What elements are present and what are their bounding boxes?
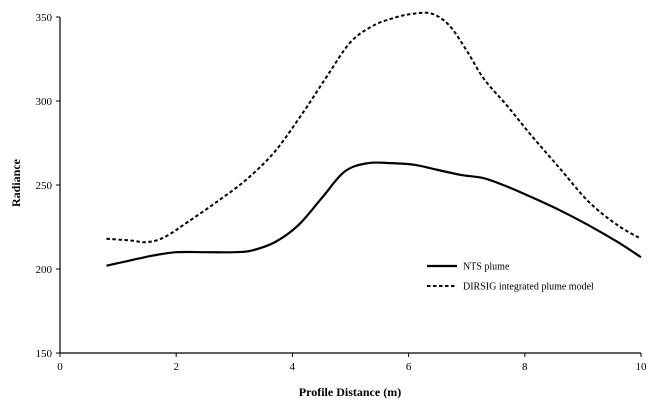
series-line-nts [106,161,642,267]
y-tick-label: 350 [36,12,53,24]
x-tick-label: 0 [57,361,63,373]
legend: NTS plume DIRSIG integrated plume model [427,262,594,293]
x-tick-label: 8 [522,361,528,373]
y-axis-title: Radiance [9,158,23,207]
x-tick-label: 4 [290,361,296,373]
legend-label: NTS plume [463,262,510,273]
legend-label: DIRSIG integrated plume model [463,282,594,293]
y-tick-label: 300 [36,96,53,108]
y-tick-label: 150 [36,348,53,360]
axes [59,17,641,354]
series-line-dirsig [106,11,642,244]
x-tick-label: 6 [406,361,412,373]
y-tick-label: 250 [36,180,53,192]
axis-ticks: 150 200 250 300 350 0 2 4 6 8 10 [36,12,648,373]
x-axis-title: Profile Distance (m) [299,385,401,399]
series-lines [106,11,642,267]
x-tick-label: 10 [636,361,648,373]
x-tick-label: 2 [173,361,179,373]
y-tick-label: 200 [36,264,53,276]
